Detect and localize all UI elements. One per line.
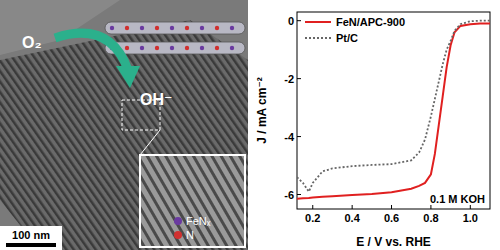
atom xyxy=(200,46,204,50)
arrow-head xyxy=(116,66,140,88)
atom xyxy=(215,26,219,30)
site-label: FeNₓ xyxy=(186,215,211,227)
atom xyxy=(185,46,189,50)
atom xyxy=(125,46,129,50)
x-tick-label: 0.4 xyxy=(344,212,360,224)
micrograph-edge xyxy=(0,0,120,55)
atom xyxy=(125,26,129,30)
x-tick xyxy=(352,205,353,209)
site-marker xyxy=(174,231,182,239)
y-tick-label: -4 xyxy=(284,131,295,143)
legend-swatch xyxy=(305,37,331,39)
mesopore-region xyxy=(0,20,248,250)
y-tick xyxy=(297,78,301,79)
micrograph-bg xyxy=(0,0,248,250)
x-tick-label: 0.8 xyxy=(423,212,438,224)
atom xyxy=(230,26,234,30)
atom xyxy=(155,46,159,50)
annotation: 0.1 M KOH xyxy=(430,193,485,205)
x-tick xyxy=(391,205,392,209)
x-tick-label: 0.6 xyxy=(384,212,399,224)
y-tick xyxy=(297,194,301,195)
atom xyxy=(170,26,174,30)
atom xyxy=(170,46,174,50)
atom xyxy=(140,46,144,50)
atom xyxy=(140,26,144,30)
scale-bar-label: 100 nm xyxy=(12,229,50,241)
atom xyxy=(215,46,219,50)
nanorod xyxy=(105,22,245,34)
x-tick-label: 1.0 xyxy=(463,212,478,224)
atom xyxy=(110,26,114,30)
atom xyxy=(185,26,189,30)
y-axis-label: J / mA cm⁻² xyxy=(255,77,269,144)
x-tick xyxy=(312,205,313,209)
site-label: N xyxy=(186,229,194,241)
inset xyxy=(140,155,245,247)
plot-frame xyxy=(297,12,490,209)
nanorod xyxy=(105,42,245,54)
scale-bar xyxy=(6,243,56,247)
series-line xyxy=(297,21,490,192)
x-axis-label: E / V vs. RHE xyxy=(356,235,431,249)
atom xyxy=(155,26,159,30)
inset-connector xyxy=(122,130,140,247)
micrograph-panel: O₂ OH⁻ FeNₓ N 100 nm xyxy=(0,0,248,250)
chart: 0.2 0.4 0.6 0.8 1.0 -6 -4 -2 0 E / V vs. RHE J / m… xyxy=(255,12,490,249)
x-tick-label: 0.2 xyxy=(305,212,320,224)
site-marker xyxy=(174,217,182,225)
y-tick-label: -6 xyxy=(284,189,294,201)
atom xyxy=(200,26,204,30)
scale-bar-box xyxy=(0,226,62,250)
reaction-arrow xyxy=(55,33,128,70)
atom xyxy=(230,46,234,50)
y-tick xyxy=(297,20,301,21)
legend-swatch xyxy=(305,21,331,23)
product-label: OH⁻ xyxy=(140,91,172,108)
x-tick xyxy=(470,205,471,209)
figure: O₂ OH⁻ FeNₓ N 100 nm 0.2 0.4 0.6 0.8 1.0 -6 -4 -2 0 E … xyxy=(0,0,500,250)
inset-connector xyxy=(140,130,160,155)
y-tick-label: -2 xyxy=(284,73,294,85)
series-line xyxy=(297,24,490,199)
series-group xyxy=(297,21,490,199)
y-tick xyxy=(297,136,301,137)
legend-label: Pt/C xyxy=(336,32,358,44)
legend-label: FeN/APC-900 xyxy=(336,16,405,28)
y-tick-label: 0 xyxy=(288,15,294,27)
reactant-label: O₂ xyxy=(22,34,42,51)
x-tick xyxy=(430,205,431,209)
